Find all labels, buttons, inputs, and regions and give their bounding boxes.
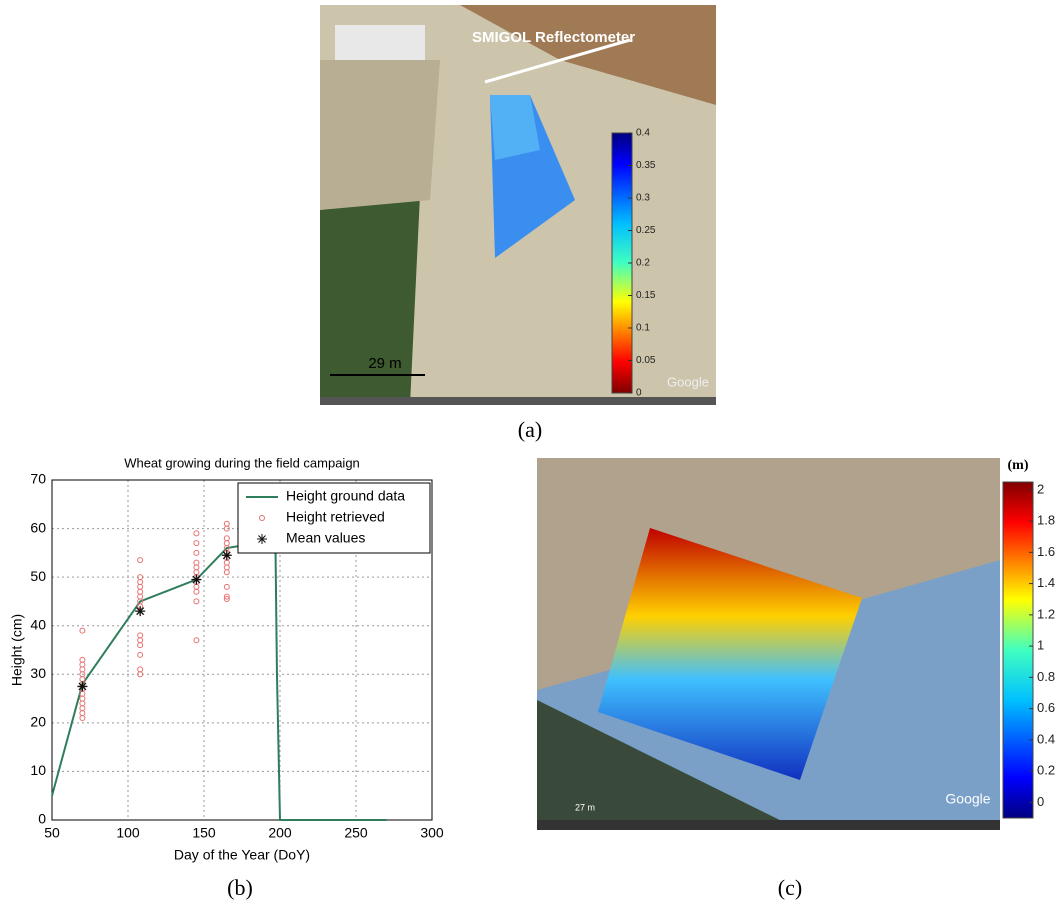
satellite-image-a: [320, 5, 716, 405]
y-tick-label: 40: [30, 616, 46, 632]
watermark: Google: [667, 374, 709, 389]
y-tick-label: 70: [30, 471, 46, 487]
colorbar-tick-label: 0.2: [1037, 763, 1055, 778]
y-tick-label: 0: [38, 811, 46, 827]
satellite-image-c: [537, 458, 1000, 830]
colorbar-tick-label: 1.4: [1037, 575, 1055, 590]
colorbar-tick-label: 0.4: [1037, 731, 1055, 746]
colorbar-tick-label: 1.6: [1037, 544, 1055, 559]
colorbar-c: [1003, 482, 1033, 818]
x-tick-label: 300: [420, 825, 444, 841]
y-tick-label: 50: [30, 568, 46, 584]
figure: SMIGOL Reflectometer 29 m Google (a) 27 …: [0, 0, 1059, 914]
colorbar-tick-label: 0.3: [636, 193, 650, 204]
colorbar-tick-label: 0.1: [636, 323, 650, 334]
colorbar-tick-label: 2: [1037, 481, 1044, 496]
y-tick-label: 30: [30, 665, 46, 681]
colorbar-tick-label: 0: [1037, 794, 1044, 809]
y-tick-label: 10: [30, 762, 46, 778]
panel-label: (c): [778, 875, 802, 900]
colorbar-tick-label: 0.15: [636, 290, 656, 301]
panel-label: (b): [227, 875, 253, 900]
annotation: SMIGOL Reflectometer: [472, 29, 635, 46]
colorbar-tick-label: 0.6: [1037, 700, 1055, 715]
scale-label: 27 m: [575, 802, 595, 812]
colorbar-tick-label: 0.35: [636, 160, 656, 171]
x-tick-label: 150: [192, 825, 216, 841]
colorbar-tick-label: 0.8: [1037, 669, 1055, 684]
legend-swatch: [257, 534, 267, 544]
chart: 50 100 150 200 250 300 0 10 20 30 40 50 60 70 Wheat gr…: [9, 455, 444, 862]
colorbar-tick-label: 0.25: [636, 225, 656, 236]
watermark: Google: [945, 791, 990, 807]
x-tick-label: 100: [116, 825, 140, 841]
colorbar-tick-label: 0.2: [636, 258, 650, 269]
colorbar-tick-label: 0: [636, 388, 642, 399]
star-point: [77, 681, 87, 691]
legend-label: Height ground data: [286, 488, 405, 504]
legend-label: Mean values: [286, 530, 365, 546]
colorbar-unit: (m): [1008, 458, 1029, 473]
x-tick-label: 250: [344, 825, 368, 841]
x-axis-label: Day of the Year (DoY): [174, 847, 310, 863]
legend-label: Height retrieved: [286, 509, 385, 525]
star-point: [222, 550, 232, 560]
colorbar-tick-label: 1: [1037, 638, 1044, 653]
y-axis-label: Height (cm): [9, 614, 25, 686]
x-tick-label: 50: [44, 825, 60, 841]
star-point: [191, 575, 201, 585]
star-point: [135, 606, 145, 616]
colorbar-tick-label: 1.8: [1037, 513, 1055, 528]
colorbar-tick-label: 1.2: [1037, 606, 1055, 621]
x-tick-label: 200: [268, 825, 292, 841]
chart-title: Wheat growing during the field campaign: [124, 455, 360, 470]
colorbar-tick-label: 0.4: [636, 128, 650, 139]
colorbar-tick-label: 0.05: [636, 355, 656, 366]
y-tick-label: 20: [30, 714, 46, 730]
y-tick-label: 60: [30, 519, 46, 535]
panel-label: (a): [518, 417, 542, 442]
scale-label: 29 m: [368, 355, 401, 372]
